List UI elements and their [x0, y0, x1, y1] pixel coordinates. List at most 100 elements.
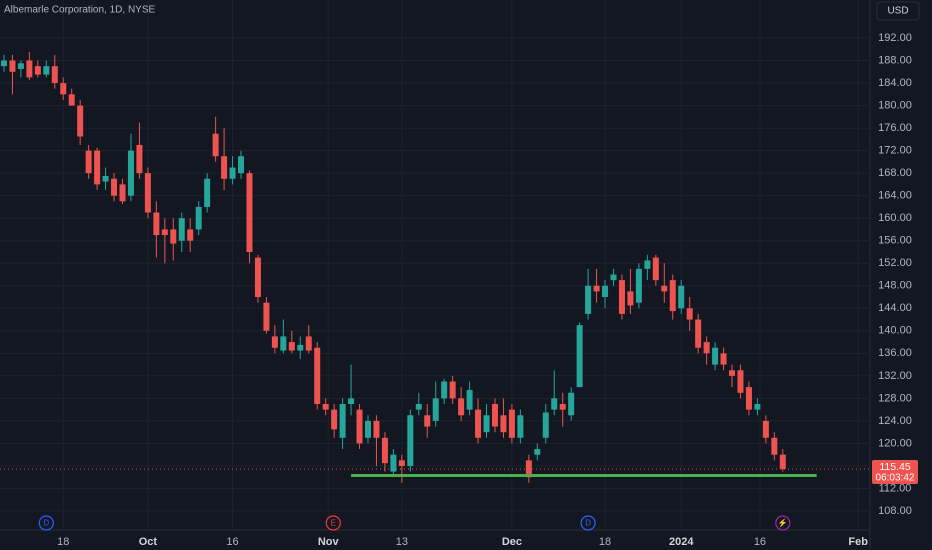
candle-body: [339, 404, 346, 438]
candle-body: [212, 133, 219, 157]
event-label: D: [43, 519, 49, 528]
candle-body: [17, 63, 24, 69]
y-tick-label: 144.00: [878, 302, 912, 314]
candle-body: [356, 409, 363, 444]
candle-body: [136, 144, 143, 174]
event-marker: [325, 515, 341, 531]
last-price: 115.45: [879, 461, 910, 473]
candle-body: [94, 150, 101, 185]
y-tick-label: 152.00: [878, 257, 912, 269]
event-marker: [775, 515, 791, 531]
candle-body: [466, 389, 473, 410]
candle-body: [458, 398, 465, 416]
candle-body: [568, 392, 575, 416]
candle-body: [779, 454, 786, 470]
candle-body: [381, 437, 388, 464]
candle-body: [644, 260, 651, 269]
candle-body: [195, 206, 202, 230]
candle-body: [238, 156, 245, 174]
candle-body: [661, 285, 668, 292]
x-tick-label: Feb: [848, 536, 868, 548]
candle-body: [221, 156, 228, 179]
candle-body: [551, 398, 558, 410]
candle-body: [703, 342, 710, 354]
plot: [0, 52, 786, 483]
candle-body: [178, 218, 185, 241]
candle-body: [111, 178, 118, 196]
candle-body: [576, 325, 583, 388]
candle-body: [204, 178, 211, 207]
candle-body: [263, 302, 270, 331]
candle-body: [508, 409, 515, 438]
event-marker: [38, 515, 54, 531]
candle-body: [618, 280, 625, 314]
y-tick-label: 164.00: [878, 190, 912, 202]
x-tick-label: Nov: [318, 536, 340, 548]
candle-body: [720, 353, 727, 365]
candle-body: [43, 66, 50, 75]
candle-body: [432, 398, 439, 421]
y-tick-label: 124.00: [878, 415, 912, 427]
candle-body: [9, 60, 16, 72]
candle-body: [407, 415, 414, 466]
event-label: E: [331, 519, 336, 528]
y-tick-label: 188.00: [878, 54, 912, 66]
candle-body: [695, 319, 702, 348]
last-price-box: [872, 460, 918, 485]
candle-body: [119, 184, 126, 202]
candle-body: [34, 66, 41, 75]
candle-body: [542, 412, 549, 438]
y-tick-label: 180.00: [878, 99, 912, 111]
candle-body: [754, 404, 761, 410]
x-tick-label: Dec: [502, 536, 522, 548]
candle-body: [26, 60, 33, 78]
candle-body: [161, 229, 168, 236]
candle-body: [610, 274, 617, 281]
candle-body: [85, 150, 92, 174]
currency[interactable]: USD: [887, 6, 908, 17]
candle-body: [593, 285, 600, 292]
x-tick-label: 13: [396, 536, 408, 548]
candle-body: [415, 404, 422, 410]
candle-body: [424, 415, 431, 427]
candle-body: [364, 420, 371, 438]
candle-body: [373, 420, 380, 438]
candle-body: [271, 336, 278, 348]
candle-body: [652, 257, 659, 281]
x-tick-label: 16: [226, 536, 238, 548]
x-tick-label: Oct: [139, 536, 158, 548]
candle-body: [254, 257, 261, 298]
y-tick-label: 120.00: [878, 437, 912, 449]
candle-body: [398, 460, 405, 466]
candle-body: [686, 308, 693, 320]
candle-body: [441, 381, 448, 399]
currency-box[interactable]: [876, 1, 920, 21]
y-tick-label: 112.00: [879, 482, 912, 494]
candle-body: [102, 175, 109, 182]
candle-body: [745, 387, 752, 410]
candle-body: [348, 398, 355, 405]
candle-body: [559, 404, 566, 410]
event-label: D: [585, 519, 591, 528]
candle-body: [144, 173, 151, 213]
chart-title: Albemarle Corporation, 1D, NYSE: [4, 5, 156, 16]
y-tick-label: 176.00: [878, 122, 912, 134]
candle-body: [534, 449, 541, 455]
candle-body: [737, 370, 744, 393]
x-tick-label: 18: [57, 536, 69, 548]
y-tick-label: 156.00: [878, 235, 912, 247]
x-tick-label: 16: [754, 536, 766, 548]
candle-body: [500, 415, 507, 433]
candle-body: [229, 167, 236, 179]
x-tick-label: 2024: [669, 536, 694, 548]
y-tick-label: 184.00: [878, 77, 912, 89]
candle-body: [729, 370, 736, 376]
y-tick-label: 168.00: [878, 167, 912, 179]
y-tick-label: 160.00: [878, 212, 912, 224]
candle-body: [314, 347, 321, 405]
candle-body: [246, 173, 253, 252]
x-tick-label: 18: [599, 536, 611, 548]
event-label: ⚡: [778, 518, 788, 528]
event-marker: [580, 515, 596, 531]
y-tick-label: 128.00: [878, 392, 912, 404]
